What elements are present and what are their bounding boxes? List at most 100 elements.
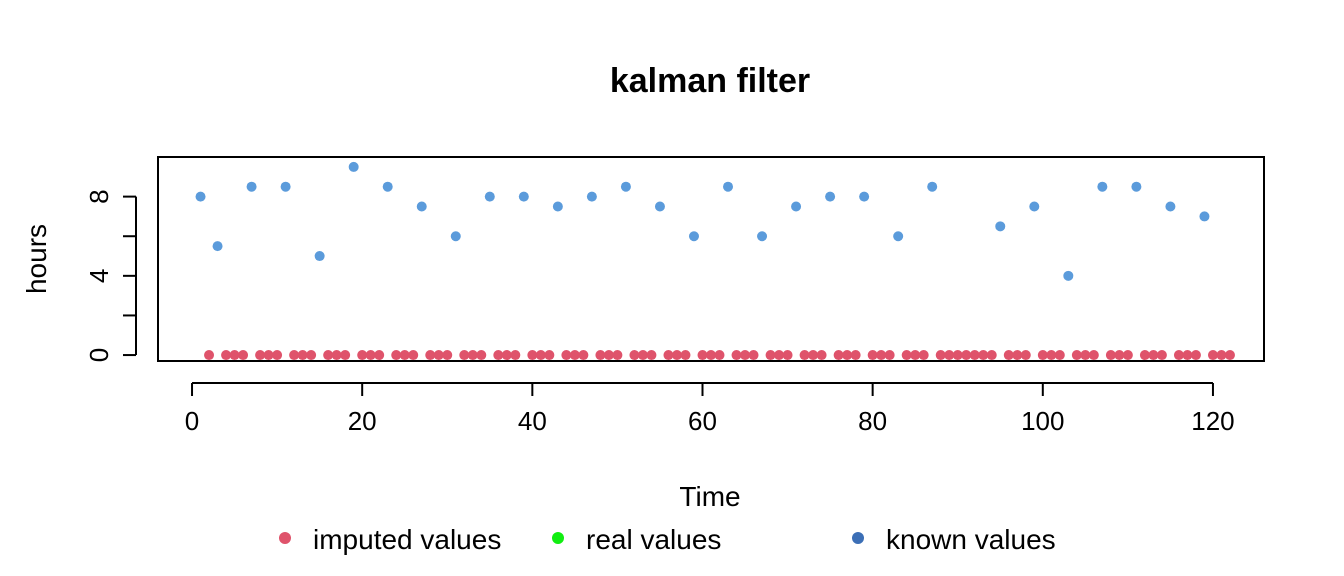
x-axis: 0 20 40 60 80 100 120 <box>185 382 1235 436</box>
point-imputed-values <box>799 350 810 361</box>
point-known-values <box>450 231 461 242</box>
legend-marker <box>552 532 564 544</box>
point-imputed-values <box>867 350 878 361</box>
point-imputed-values <box>1122 350 1133 361</box>
point-imputed-values <box>1105 350 1116 361</box>
point-imputed-values <box>365 350 376 361</box>
point-imputed-values <box>884 350 895 361</box>
point-imputed-values <box>697 350 708 361</box>
point-imputed-values <box>944 350 955 361</box>
point-imputed-values <box>1207 350 1218 361</box>
point-imputed-values <box>1148 350 1159 361</box>
point-known-values <box>893 231 904 242</box>
point-imputed-values <box>221 350 232 361</box>
point-imputed-values <box>1020 350 1031 361</box>
point-known-values <box>1063 270 1074 281</box>
point-known-values <box>348 161 359 172</box>
point-imputed-values <box>459 350 470 361</box>
point-imputed-values <box>1173 350 1184 361</box>
y-tick-label: 8 <box>84 189 114 203</box>
point-imputed-values <box>569 350 580 361</box>
point-known-values <box>791 201 802 212</box>
point-imputed-values <box>612 350 623 361</box>
point-imputed-values <box>646 350 657 361</box>
point-known-values <box>552 201 563 212</box>
point-imputed-values <box>1071 350 1082 361</box>
x-tick-label: 120 <box>1191 406 1234 436</box>
point-imputed-values <box>535 350 546 361</box>
data-points <box>195 161 1235 361</box>
point-imputed-values <box>306 350 317 361</box>
point-imputed-values <box>1224 350 1235 361</box>
point-imputed-values <box>910 350 921 361</box>
point-known-values <box>859 191 870 202</box>
point-imputed-values <box>391 350 402 361</box>
point-imputed-values <box>527 350 538 361</box>
point-imputed-values <box>297 350 308 361</box>
plot-frame <box>157 156 1265 362</box>
point-imputed-values <box>289 350 300 361</box>
legend-label: real values <box>586 524 721 555</box>
point-known-values <box>1097 181 1108 192</box>
point-known-values <box>825 191 836 202</box>
point-imputed-values <box>740 350 751 361</box>
point-imputed-values <box>901 350 912 361</box>
point-imputed-values <box>476 350 487 361</box>
point-known-values <box>195 191 206 202</box>
point-imputed-values <box>1156 350 1167 361</box>
point-imputed-values <box>399 350 410 361</box>
point-known-values <box>995 221 1006 232</box>
point-known-values <box>927 181 938 192</box>
point-imputed-values <box>986 350 997 361</box>
point-imputed-values <box>263 350 274 361</box>
chart-title: kalman filter <box>610 62 810 100</box>
point-imputed-values <box>1080 350 1091 361</box>
point-imputed-values <box>969 350 980 361</box>
point-known-values <box>518 191 529 202</box>
point-imputed-values <box>1114 350 1125 361</box>
point-imputed-values <box>357 350 368 361</box>
point-imputed-values <box>876 350 887 361</box>
point-imputed-values <box>433 350 444 361</box>
point-imputed-values <box>952 350 963 361</box>
point-imputed-values <box>561 350 572 361</box>
point-imputed-values <box>714 350 725 361</box>
point-imputed-values <box>595 350 606 361</box>
point-known-values <box>757 231 768 242</box>
x-tick-label: 40 <box>518 406 547 436</box>
point-imputed-values <box>918 350 929 361</box>
point-imputed-values <box>331 350 342 361</box>
point-imputed-values <box>1216 350 1227 361</box>
point-imputed-values <box>501 350 512 361</box>
point-imputed-values <box>961 350 972 361</box>
point-known-values <box>212 241 223 252</box>
x-tick-label: 0 <box>185 406 199 436</box>
point-imputed-values <box>340 350 351 361</box>
point-imputed-values <box>629 350 640 361</box>
point-imputed-values <box>204 350 215 361</box>
point-imputed-values <box>1054 350 1065 361</box>
point-imputed-values <box>425 350 436 361</box>
point-imputed-values <box>467 350 478 361</box>
y-tick-label: 0 <box>84 348 114 362</box>
point-imputed-values <box>774 350 785 361</box>
x-tick-label: 20 <box>348 406 377 436</box>
x-tick-label: 60 <box>688 406 717 436</box>
point-imputed-values <box>1182 350 1193 361</box>
x-axis-label: Time <box>679 481 740 512</box>
point-imputed-values <box>706 350 716 361</box>
point-imputed-values <box>544 350 555 361</box>
point-imputed-values <box>842 350 853 361</box>
legend-marker <box>852 532 864 544</box>
point-imputed-values <box>765 350 776 361</box>
point-known-values <box>654 201 665 212</box>
point-imputed-values <box>272 350 283 361</box>
point-imputed-values <box>1012 350 1023 361</box>
point-known-values <box>382 181 393 192</box>
point-imputed-values <box>493 350 504 361</box>
point-imputed-values <box>978 350 989 361</box>
point-known-values <box>1131 181 1142 192</box>
point-imputed-values <box>1139 350 1150 361</box>
point-known-values <box>484 191 495 202</box>
